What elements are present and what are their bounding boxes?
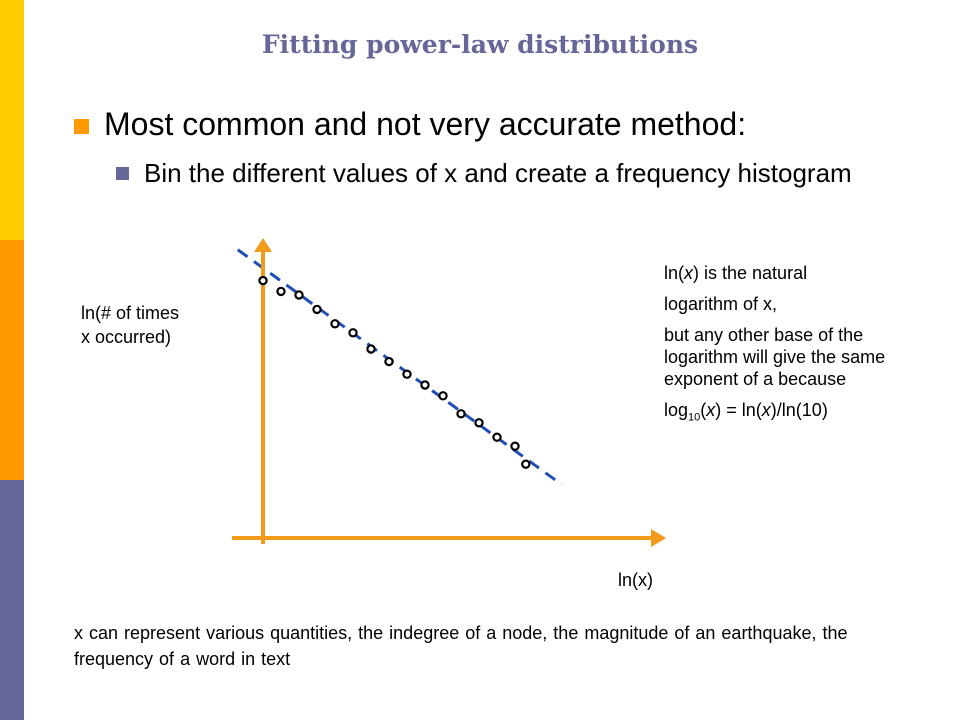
data-points xyxy=(258,275,531,469)
side-bar-bottom xyxy=(0,480,24,720)
data-point xyxy=(420,380,430,390)
note-line-1: ln(x) is the natural xyxy=(664,263,808,283)
data-point xyxy=(510,441,520,451)
data-point xyxy=(474,418,484,428)
data-point xyxy=(276,286,286,297)
data-point xyxy=(456,409,466,419)
square-bullet-icon xyxy=(74,119,89,134)
data-point xyxy=(384,356,394,367)
y-axis-label-line1: ln(# of times xyxy=(81,303,180,323)
note-line-3: but any other base of the logarithm will… xyxy=(664,325,886,389)
y-axis-arrow-icon xyxy=(254,238,272,252)
logarithm-note: ln(x) is the natural logarithm of x, but… xyxy=(664,262,944,429)
square-bullet-icon xyxy=(116,167,129,180)
note-line-4: log10(x) = ln(x)/ln(10) xyxy=(664,400,828,424)
data-point xyxy=(294,290,304,300)
fit-line xyxy=(236,248,563,486)
data-point xyxy=(492,432,502,442)
y-axis-label-line2: x occurred) xyxy=(81,327,172,347)
axes xyxy=(232,238,666,547)
data-point xyxy=(521,459,531,469)
data-point xyxy=(348,328,358,338)
data-point xyxy=(366,344,376,354)
x-axis-label: ln(x) xyxy=(618,570,653,590)
bullet-main-text: Most common and not very accurate method… xyxy=(104,106,747,142)
y-axis-label: ln(# of times x occurred) xyxy=(81,301,179,349)
data-point xyxy=(438,391,448,401)
note-line-2: logarithm of x, xyxy=(664,294,778,314)
data-point xyxy=(312,304,322,315)
bullet-sub-text: Bin the different values of x and create… xyxy=(144,158,852,188)
bullet-sub: Bin the different values of x and create… xyxy=(116,156,896,190)
bullet-main: Most common and not very accurate method… xyxy=(74,106,746,143)
data-point xyxy=(330,319,340,329)
data-point xyxy=(258,275,268,286)
side-bar-middle xyxy=(0,240,24,480)
fit-line-dashed xyxy=(236,248,563,486)
x-axis-arrow-icon xyxy=(651,529,666,547)
slide-title: Fitting power-law distributions xyxy=(261,30,699,59)
footer-text: x can represent various quantities, the … xyxy=(74,623,848,669)
side-bar-top xyxy=(0,0,24,240)
data-point xyxy=(402,369,412,379)
